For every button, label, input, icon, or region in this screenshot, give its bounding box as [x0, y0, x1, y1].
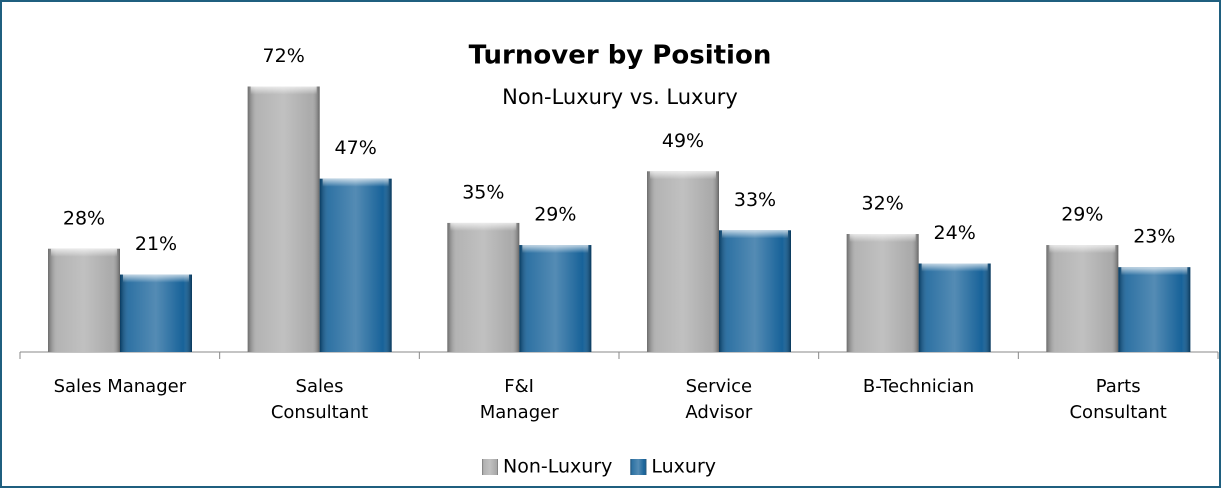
x-tick-label: Sales Manager — [53, 376, 187, 397]
value-label: 29% — [534, 204, 576, 226]
legend-label: Non-Luxury — [503, 456, 612, 478]
value-label: 28% — [63, 207, 105, 229]
bar-cap — [450, 222, 517, 231]
bar-cap — [51, 248, 117, 257]
value-label: 23% — [1133, 226, 1175, 248]
bar-cap — [522, 245, 589, 254]
bar — [247, 86, 320, 352]
bar-cap — [1121, 267, 1188, 276]
value-label: 35% — [462, 181, 504, 203]
value-label: 33% — [734, 189, 776, 211]
x-tick-label: Parts Consultant — [1069, 376, 1167, 423]
bar — [120, 274, 192, 352]
bar-cap — [650, 171, 716, 180]
bar-cap — [1049, 245, 1116, 254]
legend-swatch-shade — [482, 459, 498, 475]
chart-subtitle: Non-Luxury vs. Luxury — [502, 85, 738, 109]
value-label: 21% — [135, 233, 177, 255]
bar — [447, 222, 520, 352]
bar-cap — [250, 86, 317, 95]
bar — [719, 230, 791, 352]
bar — [846, 234, 919, 352]
value-label: 32% — [862, 193, 904, 215]
bar-cap — [849, 234, 916, 242]
chart-title: Turnover by Position — [469, 41, 772, 71]
bar — [319, 178, 392, 352]
bar — [647, 171, 719, 352]
bar-cap — [921, 263, 988, 272]
bar — [1118, 267, 1191, 352]
legend-swatch-shade — [630, 459, 647, 475]
bar — [918, 263, 991, 352]
x-tick-label: F&I Manager — [479, 376, 559, 423]
bar — [519, 245, 592, 352]
value-label: 72% — [263, 45, 305, 67]
value-label: 24% — [934, 222, 976, 244]
x-tick-label: Service Advisor — [685, 376, 753, 423]
bar-cap — [322, 178, 389, 187]
value-label: 47% — [335, 137, 377, 159]
bar — [1046, 245, 1119, 352]
x-tick-label: B-Technician — [862, 376, 975, 397]
bar-cap — [722, 230, 788, 239]
bar — [48, 248, 120, 352]
x-tick-label: Sales Consultant — [270, 376, 369, 423]
legend-label: Luxury — [651, 456, 716, 478]
bar-cap — [123, 274, 189, 283]
value-label: 49% — [662, 130, 704, 152]
value-label: 29% — [1061, 204, 1103, 226]
